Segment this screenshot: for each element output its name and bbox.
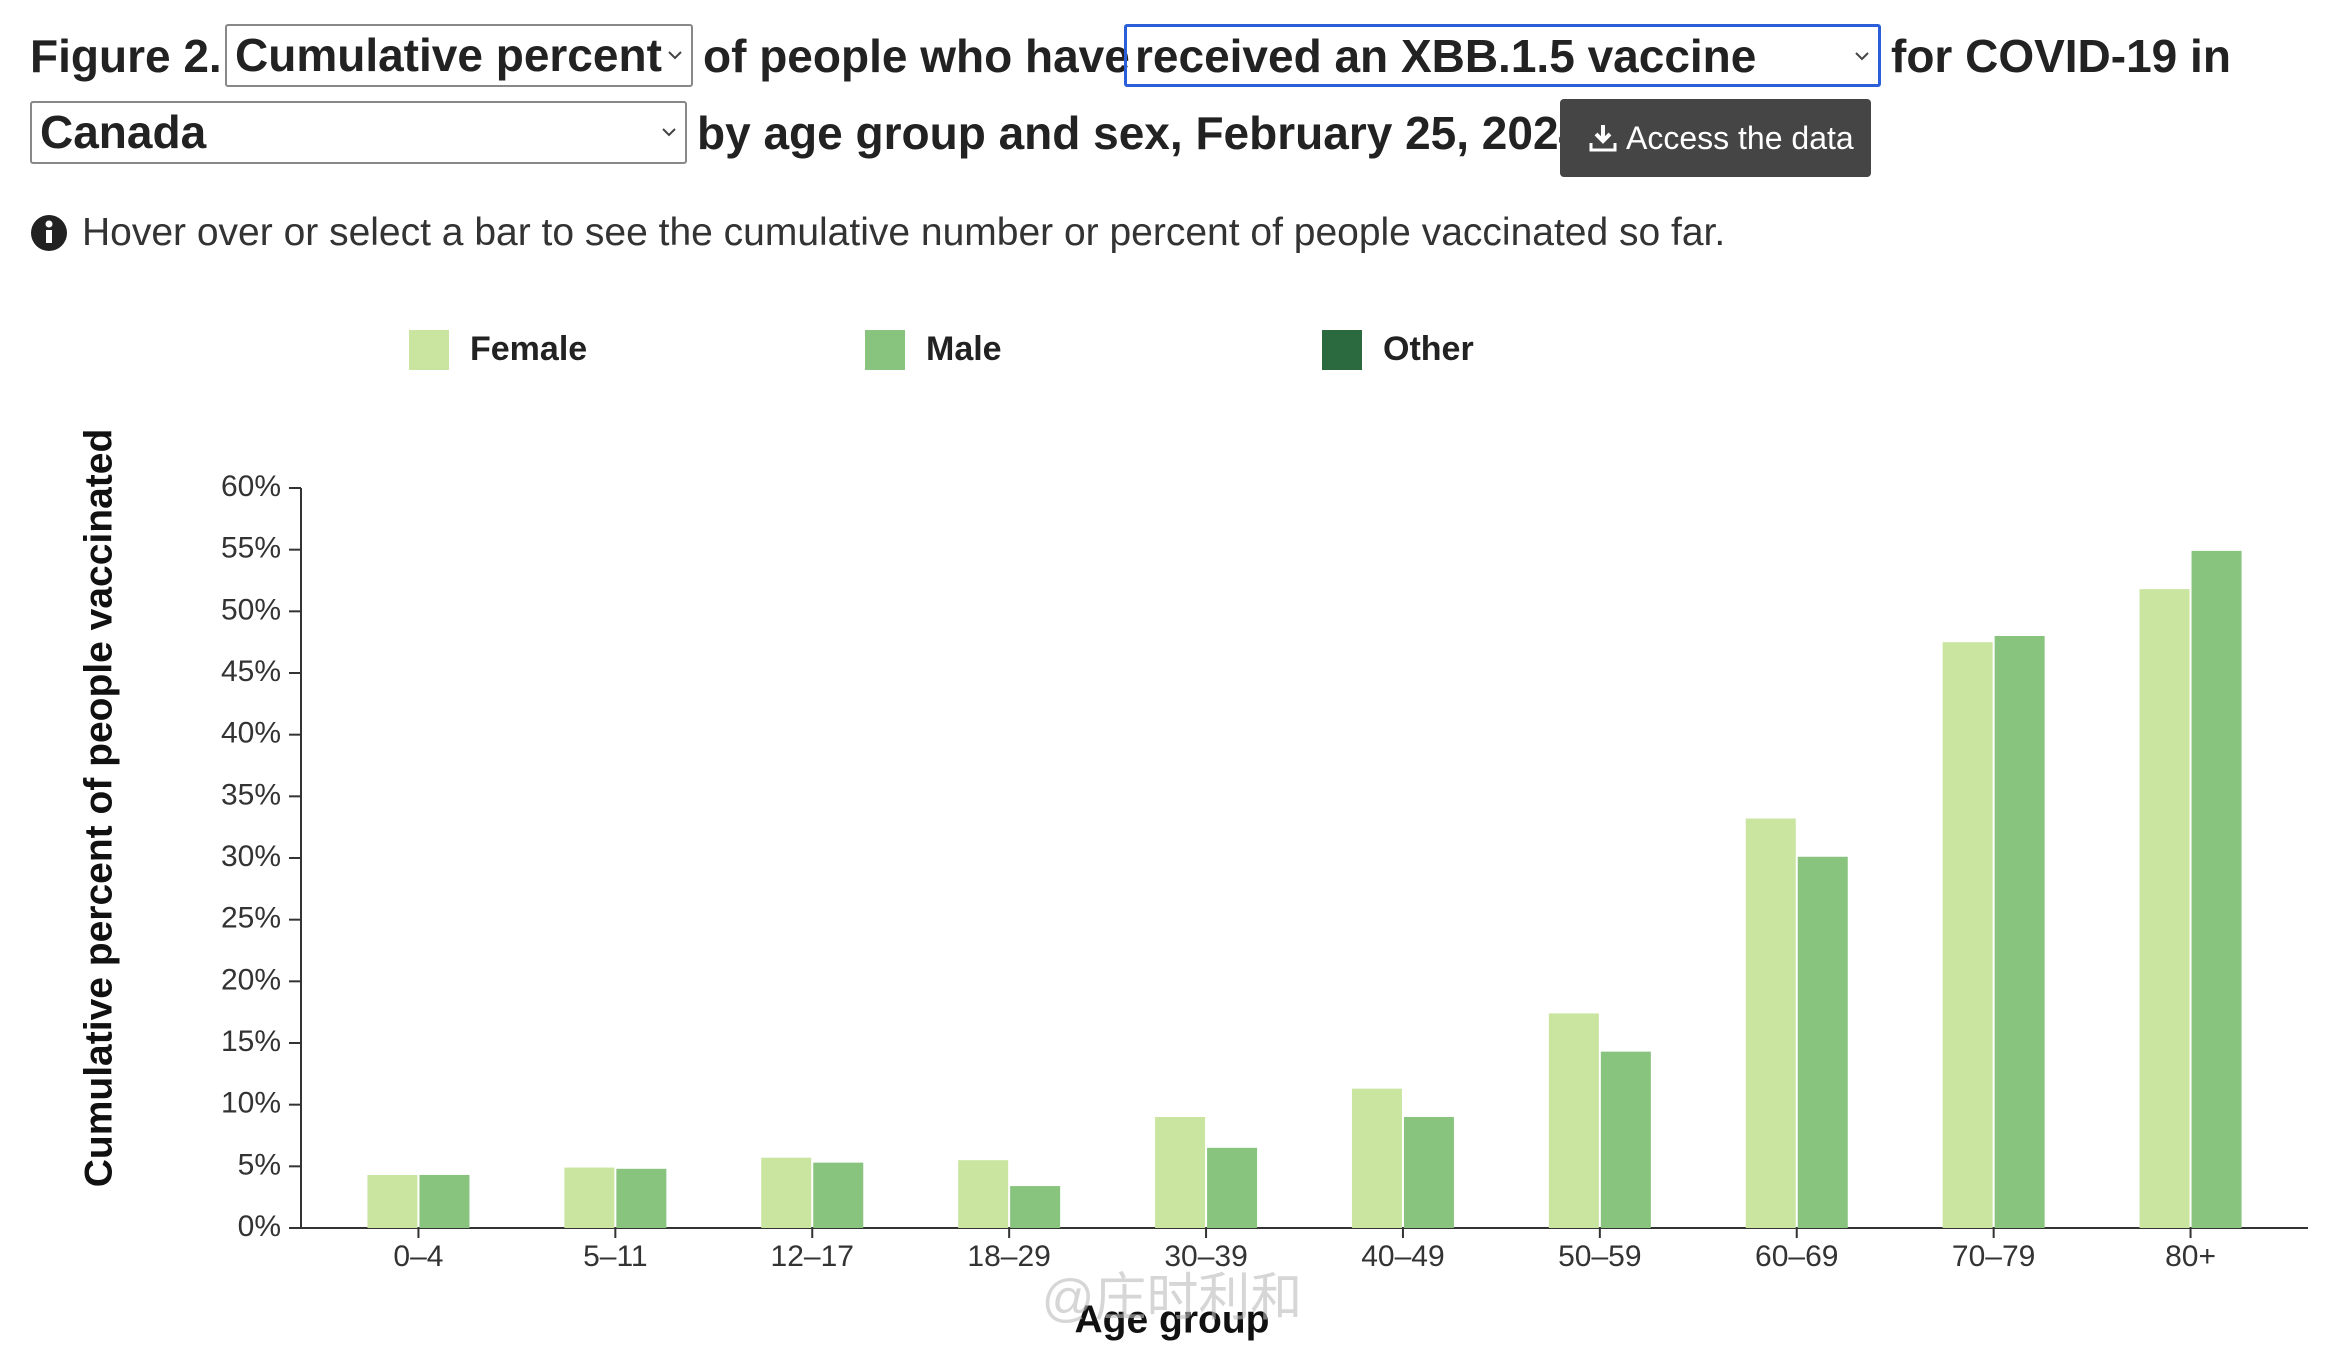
status-select[interactable]: received an XBB.1.5 vaccine: [1124, 24, 1881, 87]
legend-swatch: [865, 330, 905, 370]
legend-label: Other: [1383, 330, 1474, 368]
measure-value: Cumulative percent: [235, 29, 662, 81]
bar: [2191, 550, 2242, 1228]
bar: [1942, 642, 1993, 1228]
bar: [1010, 1186, 1061, 1228]
bar: [958, 1160, 1009, 1228]
y-tick-label: 10%: [221, 1087, 281, 1120]
legend-label: Male: [926, 330, 1002, 368]
region-select[interactable]: Canada: [30, 101, 687, 164]
y-tick-label: 0%: [238, 1210, 281, 1243]
y-axis-title: Cumulative percent of people vaccinated: [77, 429, 120, 1188]
bar: [419, 1174, 470, 1228]
legend-swatch: [1322, 330, 1362, 370]
y-tick-label: 15%: [221, 1025, 281, 1058]
figure-label: Figure 2.: [30, 30, 222, 82]
x-tick-label: 5–11: [583, 1240, 648, 1273]
access-data-button[interactable]: Access the data: [1560, 99, 1871, 177]
download-icon: [1589, 125, 1617, 152]
bar: [813, 1162, 864, 1228]
bar: [1745, 818, 1796, 1228]
region-value: Canada: [40, 106, 207, 158]
x-tick-label: 40–49: [1361, 1240, 1444, 1273]
button-label: Access the data: [1626, 120, 1854, 156]
info-text: Hover over or select a bar to see the cu…: [82, 211, 1726, 254]
x-tick-label: 12–17: [771, 1240, 854, 1273]
bar: [1994, 636, 2045, 1228]
bar: [1548, 1013, 1599, 1228]
x-tick-label: 70–79: [1952, 1240, 2035, 1273]
y-tick-label: 45%: [221, 655, 281, 688]
x-tick-label: 18–29: [967, 1240, 1050, 1273]
bar: [761, 1157, 812, 1228]
bar: [1207, 1147, 1258, 1228]
chevron: [1855, 52, 1869, 61]
bar: [1155, 1117, 1206, 1228]
header-text: for COVID-19 in: [1891, 30, 2231, 82]
status-value: received an XBB.1.5 vaccine: [1135, 30, 1757, 82]
bar: [1351, 1088, 1402, 1228]
y-tick-label: 20%: [221, 963, 281, 996]
watermark: @庄时利和: [1042, 1270, 1303, 1328]
legend-label: Female: [470, 330, 587, 368]
x-tick-label: 80+: [2165, 1240, 2216, 1273]
y-tick-label: 50%: [221, 593, 281, 626]
legend-swatch: [409, 330, 449, 370]
x-axis-title: Age group: [1075, 1298, 1270, 1341]
chevron: [668, 51, 682, 60]
y-tick-label: 40%: [221, 717, 281, 750]
bar: [1403, 1117, 1454, 1228]
header-text: by age group and sex, February 25, 2024: [697, 107, 1585, 159]
measure-select[interactable]: Cumulative percent: [225, 24, 693, 87]
bar: [616, 1168, 667, 1228]
info-icon: [31, 215, 67, 251]
bar: [1600, 1051, 1651, 1228]
chevron: [662, 128, 676, 137]
x-tick-label: 30–39: [1164, 1240, 1247, 1273]
header-text: of people who have: [703, 30, 1130, 82]
bar: [2139, 589, 2190, 1228]
y-tick-label: 60%: [221, 470, 281, 503]
x-tick-label: 60–69: [1755, 1240, 1838, 1273]
x-tick-label: 50–59: [1558, 1240, 1641, 1273]
bar: [1797, 856, 1848, 1228]
y-tick-label: 35%: [221, 778, 281, 811]
bar: [564, 1167, 615, 1228]
y-tick-label: 25%: [221, 902, 281, 935]
y-tick-label: 55%: [221, 532, 281, 565]
bar: [367, 1174, 418, 1228]
y-tick-label: 5%: [238, 1148, 281, 1181]
x-tick-label: 0–4: [393, 1240, 443, 1273]
y-tick-label: 30%: [221, 840, 281, 873]
